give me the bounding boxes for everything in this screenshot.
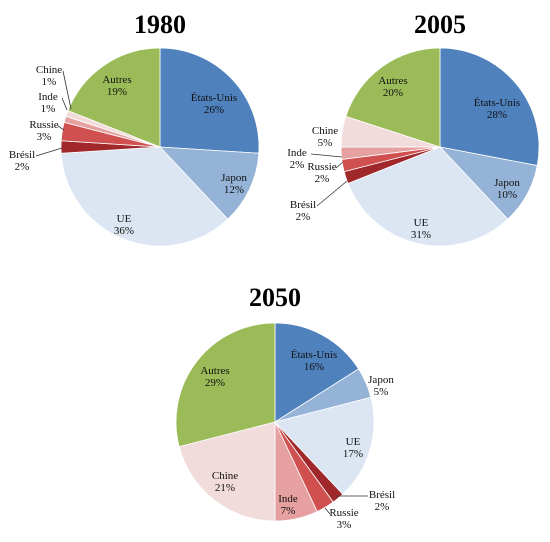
- slice-label: Autres: [378, 75, 407, 87]
- slice-label: UE: [414, 217, 429, 229]
- chart-title-1980: 1980: [134, 10, 186, 39]
- data-label-2050-inde: Inde 7%: [278, 493, 298, 517]
- data-label-2005-etats-unis: États-Unis 28%: [474, 97, 520, 121]
- slice-value: 12%: [224, 184, 244, 196]
- data-label-1980-chine: Chine 1%: [36, 64, 62, 88]
- pie-slice-2050-chine: [178, 421, 276, 522]
- slice-value: 5%: [318, 137, 333, 149]
- data-label-2005-chine: Chine 5%: [312, 125, 338, 149]
- data-label-1980-japon: Japon 12%: [221, 172, 247, 196]
- leader-line-2005-bresil: [316, 180, 348, 207]
- data-label-2050-chine: Chine 21%: [212, 470, 238, 494]
- data-label-2005-autres: Autres 20%: [378, 75, 407, 99]
- slice-value: 3%: [337, 519, 352, 531]
- slice-value: 2%: [15, 161, 30, 173]
- slice-label: Inde: [287, 147, 307, 159]
- slice-label: UE: [117, 213, 132, 225]
- pie-slice-1980-ue: [60, 146, 229, 247]
- pie-slice-2050-ue: [274, 396, 375, 495]
- slice-label: Japon: [368, 374, 394, 386]
- slice-label: Autres: [102, 74, 131, 86]
- slice-value: 10%: [497, 189, 517, 201]
- pie-slice-2050-etats-unis: [274, 322, 360, 423]
- slice-value: 17%: [343, 448, 363, 460]
- pie-slice-2050-autres: [175, 322, 276, 448]
- data-label-1980-autres: Autres 19%: [102, 74, 131, 98]
- pie-slice-2005-etats-unis: [439, 47, 540, 167]
- slice-label: Russie: [29, 119, 58, 131]
- pie-slice-2005-autres: [345, 47, 441, 148]
- slice-label: Brésil: [290, 199, 316, 211]
- leader-line-1980-chine: [62, 70, 72, 110]
- slice-value: 28%: [487, 109, 507, 121]
- data-label-2050-autres: Autres 29%: [200, 365, 229, 389]
- data-label-2050-etats-unis: États-Unis 16%: [291, 349, 337, 373]
- data-label-2005-inde: Inde 2%: [287, 147, 307, 171]
- data-label-2050-ue: UE 17%: [343, 436, 363, 460]
- slice-value: 16%: [304, 361, 324, 373]
- slice-label: États-Unis: [474, 97, 520, 109]
- pie-slice-1980-autres: [67, 47, 161, 148]
- slice-label: Autres: [200, 365, 229, 377]
- slice-value: 36%: [114, 225, 134, 237]
- pie-slice-2005-ue: [347, 146, 509, 247]
- slice-value: 5%: [374, 386, 389, 398]
- leader-line-2005-inde: [310, 153, 343, 158]
- pie-slice-1980-etats-unis: [159, 47, 260, 154]
- data-label-1980-russie: Russie 3%: [29, 119, 58, 143]
- slice-label: Russie: [307, 161, 336, 173]
- slice-label: Inde: [278, 493, 298, 505]
- data-label-2005-russie: Russie 2%: [307, 161, 336, 185]
- slice-value: 20%: [383, 87, 403, 99]
- chart-title-2050: 2050: [249, 283, 301, 312]
- data-label-2050-russie: Russie 3%: [329, 507, 358, 531]
- slice-value: 2%: [315, 173, 330, 185]
- slice-label: Inde: [38, 91, 58, 103]
- slice-label: Chine: [312, 125, 338, 137]
- slice-label: Russie: [329, 507, 358, 519]
- leader-line-1980-russie: [57, 125, 65, 131]
- slice-value: 19%: [107, 86, 127, 98]
- leader-line-2005-russie: [335, 161, 344, 169]
- data-label-2005-japon: Japon 10%: [494, 177, 520, 201]
- chart-title-2005: 2005: [414, 10, 466, 39]
- slice-label: Chine: [212, 470, 238, 482]
- slice-label: États-Unis: [291, 349, 337, 361]
- data-label-1980-etats-unis: États-Unis 26%: [191, 92, 237, 116]
- slice-value: 3%: [37, 131, 52, 143]
- slice-label: Japon: [221, 172, 247, 184]
- data-label-1980-inde: Inde 1%: [38, 91, 58, 115]
- slice-label: Brésil: [369, 489, 395, 501]
- slice-value: 26%: [204, 104, 224, 116]
- slice-label: États-Unis: [191, 92, 237, 104]
- pie-slice-1980-japon: [159, 146, 260, 220]
- leader-line-2050-russie: [324, 507, 331, 515]
- slice-value: 2%: [375, 501, 390, 513]
- data-label-1980-ue: UE 36%: [114, 213, 134, 237]
- slice-value: 31%: [411, 229, 431, 241]
- slice-value: 29%: [205, 377, 225, 389]
- data-label-2050-japon: Japon 5%: [368, 374, 394, 398]
- data-label-2050-bresil: Brésil 2%: [369, 489, 395, 513]
- slice-value: 21%: [215, 482, 235, 494]
- slice-label: Japon: [494, 177, 520, 189]
- slice-label: Chine: [36, 64, 62, 76]
- slice-value: 7%: [281, 505, 296, 517]
- data-label-2005-ue: UE 31%: [411, 217, 431, 241]
- slice-value: 2%: [290, 159, 305, 171]
- data-label-2005-bresil: Brésil 2%: [290, 199, 316, 223]
- slice-label: UE: [346, 436, 361, 448]
- leader-line-1980-bresil: [35, 147, 63, 157]
- slice-value: 2%: [296, 211, 311, 223]
- slice-label: Brésil: [9, 149, 35, 161]
- slice-value: 1%: [42, 76, 57, 88]
- leader-line-1980-inde: [61, 97, 68, 111]
- data-label-1980-bresil: Brésil 2%: [9, 149, 35, 173]
- slice-value: 1%: [41, 103, 56, 115]
